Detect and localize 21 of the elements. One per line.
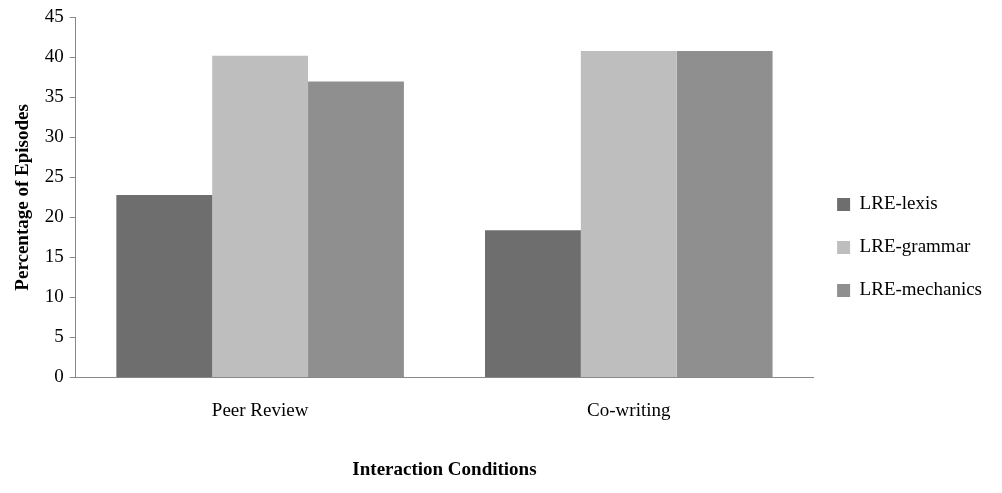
bar (212, 55, 309, 377)
y-tick-label: 20 (44, 205, 64, 227)
y-axis-title: Percentage of Episodes (11, 104, 33, 291)
legend-label: LRE-lexis (859, 192, 938, 214)
y-tick-label: 35 (44, 85, 64, 107)
y-tick-label: 25 (44, 165, 64, 187)
y-tick-label: 15 (44, 245, 64, 267)
x-tick-label: Co-writing (587, 398, 671, 420)
y-tick-label: 40 (44, 45, 64, 67)
y-tick-label: 30 (44, 125, 64, 147)
y-tick-label: 0 (54, 365, 64, 387)
legend-label: LRE-mechanics (859, 278, 983, 300)
legend-label: LRE-grammar (859, 235, 972, 257)
bar (116, 195, 213, 377)
y-tick-label: 45 (44, 5, 64, 27)
bar (580, 51, 677, 377)
x-axis-title: Interaction Conditions (352, 457, 537, 479)
bar (485, 230, 581, 377)
x-tick-label: Peer Review (211, 398, 309, 420)
y-tick-label: 10 (44, 285, 64, 307)
y-tick-label: 5 (54, 325, 64, 347)
